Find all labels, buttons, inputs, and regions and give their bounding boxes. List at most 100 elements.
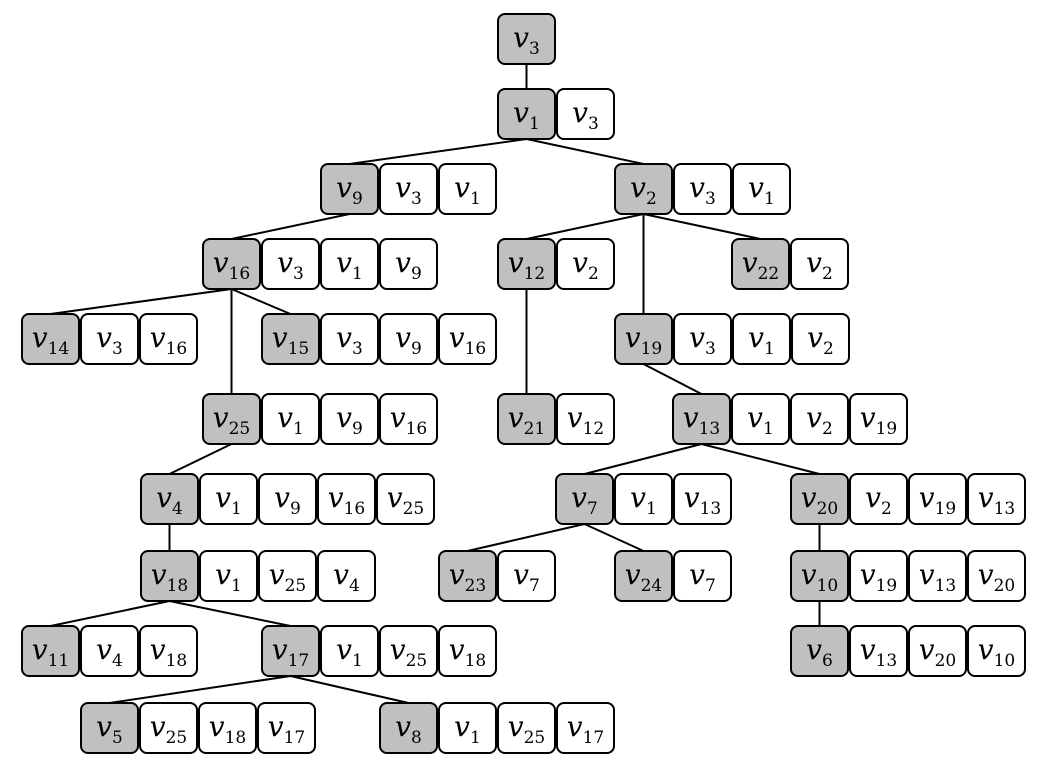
node-v11: v11 v4 v18 [21,625,198,677]
edge-v19-v13 [643,363,702,395]
separator-label-subscript: 1 [231,576,242,596]
separator-label: v2 [806,246,833,284]
separator-label-subscript: 25 [524,728,546,748]
node-head-label-subscript: 25 [229,419,251,439]
separator-label-subscript: 7 [705,576,716,596]
node-head-label-subscript: 12 [524,264,546,284]
node-head-label-subscript: 24 [641,576,663,596]
separator-label-subscript: 1 [293,419,304,439]
separator-label: v3 [689,171,716,209]
separator-cell [438,702,497,754]
separator-label-subscript: 3 [588,114,599,134]
separator-label: v9 [336,401,363,439]
node-head-label-subscript: 14 [48,339,70,359]
node-head-cell [790,473,849,525]
separator-label-subscript: 13 [935,576,957,596]
separator-label: v1 [747,401,774,439]
separator-label: v17 [268,710,305,748]
node-head-label: v18 [151,558,188,596]
separator-cell [673,550,732,602]
separator-label: v3 [395,171,422,209]
node-head-label-subscript: 11 [48,651,70,671]
node-v8: v8 v1 v25 v17 [379,702,615,754]
separator-cell [556,393,615,445]
separator-label-subscript: 3 [411,189,422,209]
separator-label-subscript: 16 [465,339,487,359]
separator-label: v7 [513,558,540,596]
node-head-label-subscript: 16 [229,264,251,284]
node-v7: v7 v1 v13 [555,473,732,525]
node-head-label-subscript: 2 [646,189,657,209]
node-head-label-subscript: 15 [288,339,310,359]
edge-v18-v11 [50,600,170,627]
node-head-label: v4 [156,481,183,519]
node-head-cell [202,393,261,445]
node-v22: v22 v2 [731,238,849,290]
node-head-cell [379,702,438,754]
separator-label: v2 [572,246,599,284]
separator-label-subscript: 1 [764,189,775,209]
separator-cell [908,550,967,602]
edge-v16-v14 [50,288,232,315]
edge-v13-v7 [584,443,702,475]
node-head-label: v11 [32,633,69,671]
separator-label-subscript: 9 [290,499,301,519]
separator-cell [257,702,316,754]
separator-label: v20 [978,558,1015,596]
separator-cell [317,550,376,602]
separator-label-subscript: 19 [876,419,898,439]
separator-cell [849,393,908,445]
node-v23: v23 v7 [438,550,556,602]
separator-label: v4 [333,558,360,596]
separator-label: v1 [748,321,775,359]
separator-cell [139,313,198,365]
node-head-label-subscript: 13 [699,419,721,439]
node-head-cell [261,313,320,365]
separator-label: v17 [567,710,604,748]
edge-v18-v17 [169,600,291,627]
edge-v2-v22 [643,213,761,240]
node-head-label-subscript: 7 [587,499,598,519]
separator-label: v1 [215,481,242,519]
node-v4: v4 v1 v9 v16 v25 [140,473,435,525]
separator-label-subscript: 2 [823,339,834,359]
separator-label-subscript: 20 [935,651,957,671]
separator-label-subscript: 13 [994,499,1016,519]
separator-cell [139,625,198,677]
node-v12: v12 v2 [497,238,615,290]
separator-cell [732,163,791,215]
edge-v1-v2 [526,138,644,165]
separator-label: v7 [689,558,716,596]
separator-cell [438,313,497,365]
node-head-cell [731,238,790,290]
separator-cell [497,550,556,602]
separator-cell [967,550,1026,602]
node-v9: v9 v3 v1 [320,163,497,215]
separator-label: v9 [395,246,422,284]
node-v5: v5 v25 v18 v17 [80,702,316,754]
node-v2: v2 v3 v1 [614,163,791,215]
separator-cell [967,473,1026,525]
node-head-label-subscript: 19 [641,339,663,359]
node-head-label: v13 [683,401,720,439]
separator-label: v1 [454,710,481,748]
separator-label-subscript: 1 [231,499,242,519]
separator-label-subscript: 16 [406,419,428,439]
node-head-label-subscript: 3 [529,39,540,59]
separator-cell [80,313,139,365]
separator-label-subscript: 13 [700,499,722,519]
node-v18: v18 v1 v25 v4 [140,550,376,602]
separator-cell [317,473,376,525]
separator-label: v1 [277,401,304,439]
separator-cell [849,473,908,525]
separator-cell [258,550,317,602]
separator-cell [379,238,438,290]
edge-v17-v8 [290,675,409,704]
separator-cell [791,313,850,365]
separator-label: v18 [449,633,486,671]
separator-label-subscript: 18 [465,651,487,671]
separator-label: v1 [630,481,657,519]
separator-cell [614,473,673,525]
separator-label-subscript: 17 [583,728,605,748]
node-head-label: v17 [272,633,309,671]
